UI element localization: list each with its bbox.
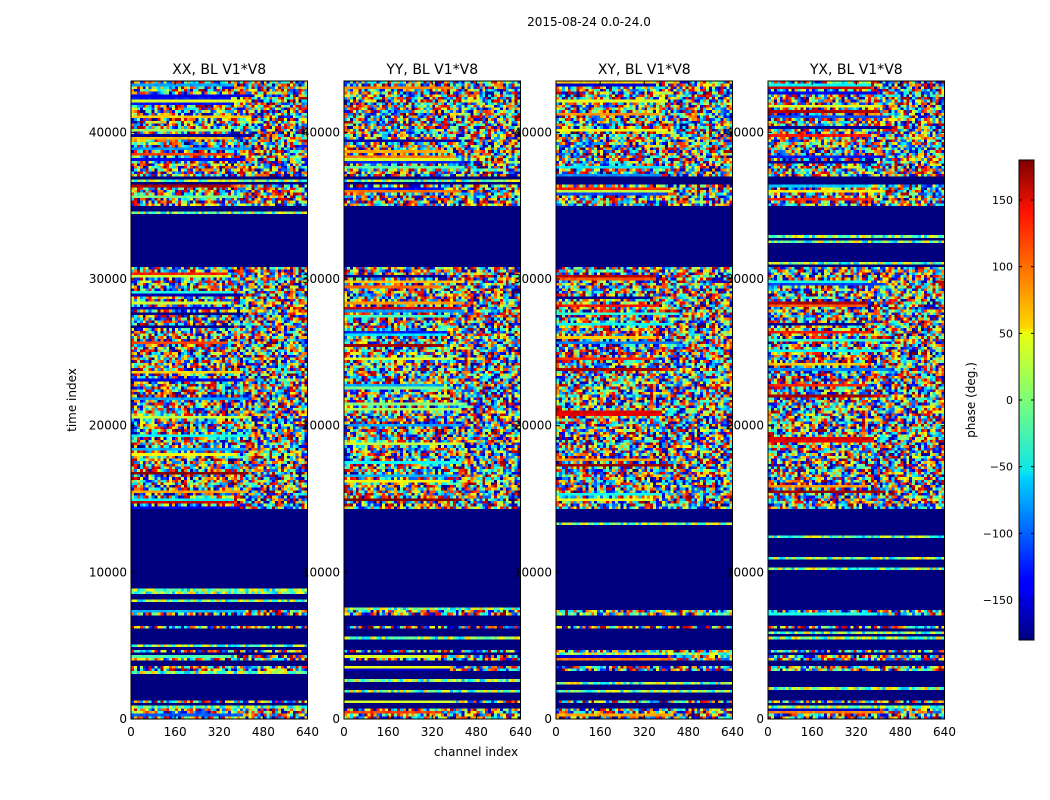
colorbar: phase (deg.) −150 −100 −50 0 50 100 150	[964, 159, 1035, 641]
y-tick-label: 20000	[726, 419, 764, 433]
x-tick-label: 0	[764, 725, 772, 739]
y-tick-label: 20000	[89, 419, 127, 433]
colorbar-tick-label: 100	[992, 261, 1013, 274]
x-tick-label: 0	[127, 725, 135, 739]
y-tick-label: 40000	[89, 125, 127, 139]
panel-heatmap-image	[131, 81, 308, 719]
y-tick-label: 0	[119, 712, 127, 726]
panel-title: YY, BL V1*V8	[385, 62, 478, 78]
y-tick-label: 30000	[89, 272, 127, 286]
colorbar-label: phase (deg.)	[964, 362, 978, 438]
panel-heatmap-image	[344, 81, 521, 719]
figure-title: 2015-08-24 0.0-24.0	[527, 15, 651, 29]
panels-group: XX, BL V1*V8 0 160 320 480 640 0 10000 20000 3000…	[89, 62, 956, 739]
panel-4: YX, BL V1*V8 0 160 320 480 640 0 10000 20000 3000…	[726, 62, 956, 739]
x-tick-label: 160	[164, 725, 187, 739]
y-tick-label: 40000	[514, 125, 552, 139]
y-tick-label: 20000	[514, 419, 552, 433]
y-tick-label: 10000	[514, 565, 552, 579]
x-tick-label: 640	[296, 725, 319, 739]
y-tick-label: 10000	[726, 565, 764, 579]
y-tick-label: 0	[544, 712, 552, 726]
colorbar-tick-label: −150	[983, 594, 1013, 607]
y-axis-label: time index	[65, 368, 79, 432]
x-tick-label: 480	[252, 725, 275, 739]
panel-heatmap-image	[768, 81, 945, 719]
panel-1: XX, BL V1*V8 0 160 320 480 640 0 10000 20000 3000…	[89, 62, 319, 739]
x-tick-label: 320	[633, 725, 656, 739]
y-tick-label: 40000	[726, 125, 764, 139]
y-tick-label: 30000	[514, 272, 552, 286]
panel-heatmap-image	[556, 81, 733, 719]
x-tick-label: 320	[421, 725, 444, 739]
colorbar-tick-label: −100	[983, 527, 1013, 540]
x-tick-label: 480	[465, 725, 488, 739]
y-tick-label: 0	[332, 712, 340, 726]
x-tick-label: 640	[509, 725, 532, 739]
x-tick-label: 0	[552, 725, 560, 739]
x-tick-label: 320	[845, 725, 868, 739]
y-tick-label: 10000	[89, 565, 127, 579]
x-axis-label: channel index	[434, 745, 518, 759]
colorbar-tick-label: 150	[992, 194, 1013, 207]
y-tick-label: 20000	[302, 419, 340, 433]
x-tick-label: 640	[721, 725, 744, 739]
y-tick-label: 30000	[302, 272, 340, 286]
colorbar-tick-label: 0	[1006, 394, 1013, 407]
x-tick-label: 0	[340, 725, 348, 739]
colorbar-tick-label: −50	[990, 461, 1013, 474]
x-tick-label: 160	[801, 725, 824, 739]
x-tick-label: 480	[889, 725, 912, 739]
colorbar-tick-label: 50	[999, 327, 1013, 340]
y-tick-label: 40000	[302, 125, 340, 139]
x-tick-label: 320	[208, 725, 231, 739]
y-tick-label: 30000	[726, 272, 764, 286]
panel-title: XX, BL V1*V8	[172, 62, 266, 78]
x-tick-label: 640	[933, 725, 956, 739]
panel-2: YY, BL V1*V8 0 160 320 480 640 0 10000 20000 3000…	[302, 62, 532, 739]
x-tick-label: 480	[677, 725, 700, 739]
panel-title: YX, BL V1*V8	[809, 62, 903, 78]
panel-3: XY, BL V1*V8 0 160 320 480 640 0 10000 20000 3000…	[514, 62, 744, 739]
y-tick-label: 0	[756, 712, 764, 726]
x-tick-label: 160	[589, 725, 612, 739]
panel-title: XY, BL V1*V8	[598, 62, 691, 78]
y-tick-label: 10000	[302, 565, 340, 579]
x-tick-label: 160	[377, 725, 400, 739]
